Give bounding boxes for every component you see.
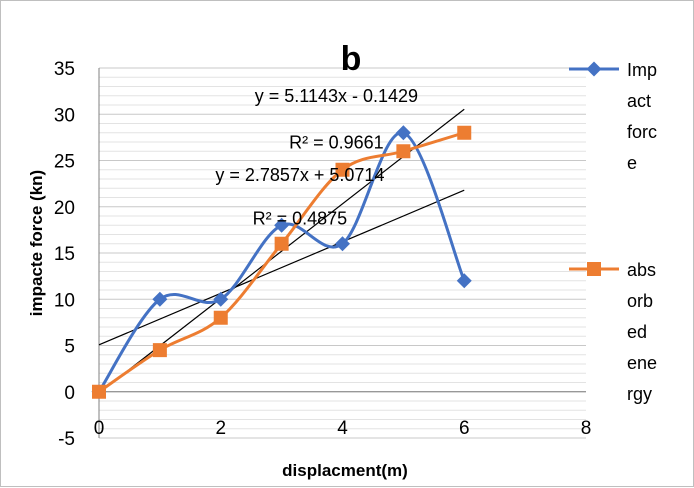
data-point-impact-force [456, 273, 472, 289]
data-point-absorbed-energy [213, 310, 228, 325]
data-point-impact-force [395, 125, 411, 141]
legend-entry-2: abs orb ed ene rgy [569, 260, 657, 404]
data-point-absorbed-energy [335, 162, 350, 177]
data-point-absorbed-energy [152, 343, 167, 358]
legend-label-line: ed [627, 322, 647, 342]
trendline-equation-label: y = 2.7857x + 5.0714 [215, 165, 384, 185]
legend-marker-diamond [586, 61, 602, 77]
legend-marker-square [587, 262, 601, 276]
y-tick-label: 35 [54, 59, 75, 80]
x-tick-label: 0 [94, 418, 105, 439]
legend-label-line: e [627, 153, 637, 173]
data-point-absorbed-energy [396, 144, 411, 159]
x-tick-label: 2 [215, 418, 226, 439]
trendline-equation-label: R² = 0.9661 [289, 132, 384, 152]
y-tick-label: 15 [54, 244, 75, 265]
data-point-impact-force [274, 217, 290, 233]
trendline-2 [98, 189, 465, 346]
data-point-absorbed-energy [274, 236, 289, 251]
grid-layer [99, 67, 586, 439]
x-tick-label: 4 [337, 418, 348, 439]
data-point-impact-force [213, 291, 229, 307]
legend-entry-1: Imp act forc e [569, 60, 657, 173]
chart-title: b [341, 40, 362, 78]
legend-label-line: forc [627, 122, 657, 142]
legend-label-line: abs [627, 260, 656, 280]
x-axis-title: displacment(m) [282, 461, 408, 480]
data-point-absorbed-energy [92, 384, 106, 399]
trendline-equation-label: y = 5.1143x - 0.1429 [255, 86, 418, 106]
annotation-layer: y = 5.1143x - 0.1429 R² = 0.9661 y = 2.785… [215, 86, 418, 228]
y-axis-title: impacte force (kn) [27, 170, 46, 316]
y-tick-label: 5 [64, 337, 75, 358]
series-layer [91, 125, 472, 400]
y-tick-label: 10 [54, 290, 75, 311]
y-tick-label: 0 [64, 383, 75, 404]
data-point-impact-force [335, 236, 350, 252]
legend-label-line: rgy [627, 384, 652, 404]
x-tick-label: 6 [459, 418, 470, 439]
trendline-equation-label: R² = 0.4875 [253, 208, 348, 228]
legend-label-line: orb [627, 291, 653, 311]
y-tick-label: 25 [54, 152, 75, 173]
y-tick-label: 20 [54, 198, 75, 219]
legend-label-line: act [627, 91, 651, 111]
data-point-absorbed-energy [457, 125, 472, 140]
legend: Imp act forc e abs orb ed ene rgy [569, 60, 657, 404]
data-point-impact-force [152, 291, 168, 307]
y-tick-label: 30 [54, 105, 75, 126]
legend-label-line: ene [627, 353, 657, 373]
y-tick-label: -5 [58, 429, 75, 450]
axis-layer: -5 0 5 10 15 20 25 30 35 0 2 4 6 8 [54, 59, 591, 450]
legend-label-line: Imp [627, 60, 657, 80]
x-tick-label: 8 [581, 418, 592, 439]
